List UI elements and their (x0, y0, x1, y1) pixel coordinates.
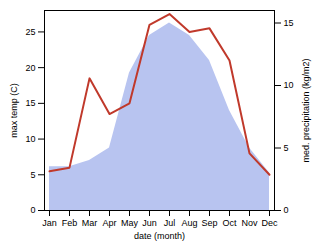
svg-text:Dec: Dec (261, 218, 278, 228)
svg-text:10: 10 (25, 134, 35, 144)
svg-text:date (month): date (month) (134, 231, 185, 241)
svg-text:Mar: Mar (82, 218, 98, 228)
svg-text:0: 0 (284, 205, 289, 215)
svg-text:May: May (121, 218, 139, 228)
svg-text:0: 0 (30, 205, 35, 215)
svg-text:med. precipitation (kg/m2): med. precipitation (kg/m2) (301, 58, 311, 162)
svg-text:Nov: Nov (241, 218, 258, 228)
svg-text:Jan: Jan (42, 218, 57, 228)
svg-text:20: 20 (25, 63, 35, 73)
svg-text:Aug: Aug (181, 218, 197, 228)
svg-text:15: 15 (25, 98, 35, 108)
svg-text:15: 15 (284, 18, 294, 28)
svg-text:max temp (C): max temp (C) (9, 83, 19, 138)
svg-text:Apr: Apr (102, 218, 116, 228)
svg-text:10: 10 (284, 80, 294, 90)
svg-text:25: 25 (25, 27, 35, 37)
svg-text:Jun: Jun (142, 218, 157, 228)
svg-text:5: 5 (30, 170, 35, 180)
svg-text:5: 5 (284, 143, 289, 153)
svg-text:Oct: Oct (222, 218, 237, 228)
svg-text:Feb: Feb (62, 218, 78, 228)
svg-text:Jul: Jul (164, 218, 176, 228)
svg-text:Sep: Sep (201, 218, 217, 228)
